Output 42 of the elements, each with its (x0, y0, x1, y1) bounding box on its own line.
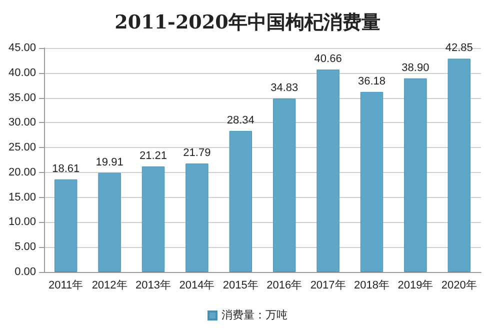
bar (54, 179, 78, 272)
text: 38.90 (402, 62, 430, 74)
text: 19.91 (96, 156, 124, 168)
y-tick-label: 5.00 (14, 241, 36, 254)
text: 18.61 (52, 162, 80, 175)
y-tick-label: 15.00 (8, 191, 36, 204)
y-tick-label: 25.00 (8, 142, 36, 154)
y-tick-label: 35.00 (8, 92, 36, 104)
chart-title: 2011-2020年中国枸杞消费量 (114, 12, 380, 34)
x-tick-label: 2011年 (48, 280, 84, 292)
x-tick-label: 2020年 (441, 280, 477, 292)
text: 21.21 (139, 150, 168, 162)
x-tick-label: 2018年 (354, 280, 390, 292)
bar (186, 164, 208, 272)
x-tick-label: 2016年 (266, 280, 302, 292)
bar (448, 58, 471, 272)
bar (360, 92, 384, 272)
y-tick-label: 0.00 (14, 266, 36, 278)
text: 42.85 (445, 42, 473, 54)
legend-label: 消费量：万吨 (222, 308, 288, 322)
x-tick-label: 2012年 (92, 280, 128, 292)
x-tick-label: 2014年 (179, 280, 215, 292)
bar (229, 130, 252, 272)
text: 34.83 (270, 82, 298, 94)
x-tick-label: 2015年 (222, 280, 258, 292)
text: 40.66 (314, 53, 342, 66)
bar (316, 70, 340, 272)
bar (98, 172, 121, 272)
y-tick-label: 20.00 (8, 166, 36, 178)
bar (272, 98, 296, 272)
text: 28.34 (226, 114, 254, 126)
text: 36.18 (358, 75, 386, 88)
x-tick-label: 2013年 (136, 280, 171, 292)
y-tick-label: 40.00 (8, 66, 36, 79)
bar (404, 78, 427, 272)
x-tick-label: 2017年 (310, 280, 346, 292)
y-tick-label: 10.00 (8, 216, 36, 228)
y-tick-label: 45.00 (8, 42, 36, 54)
y-tick-label: 30.00 (8, 116, 36, 129)
bar (142, 166, 165, 272)
x-tick-label: 2019年 (398, 280, 434, 292)
text: 21.79 (183, 147, 211, 160)
